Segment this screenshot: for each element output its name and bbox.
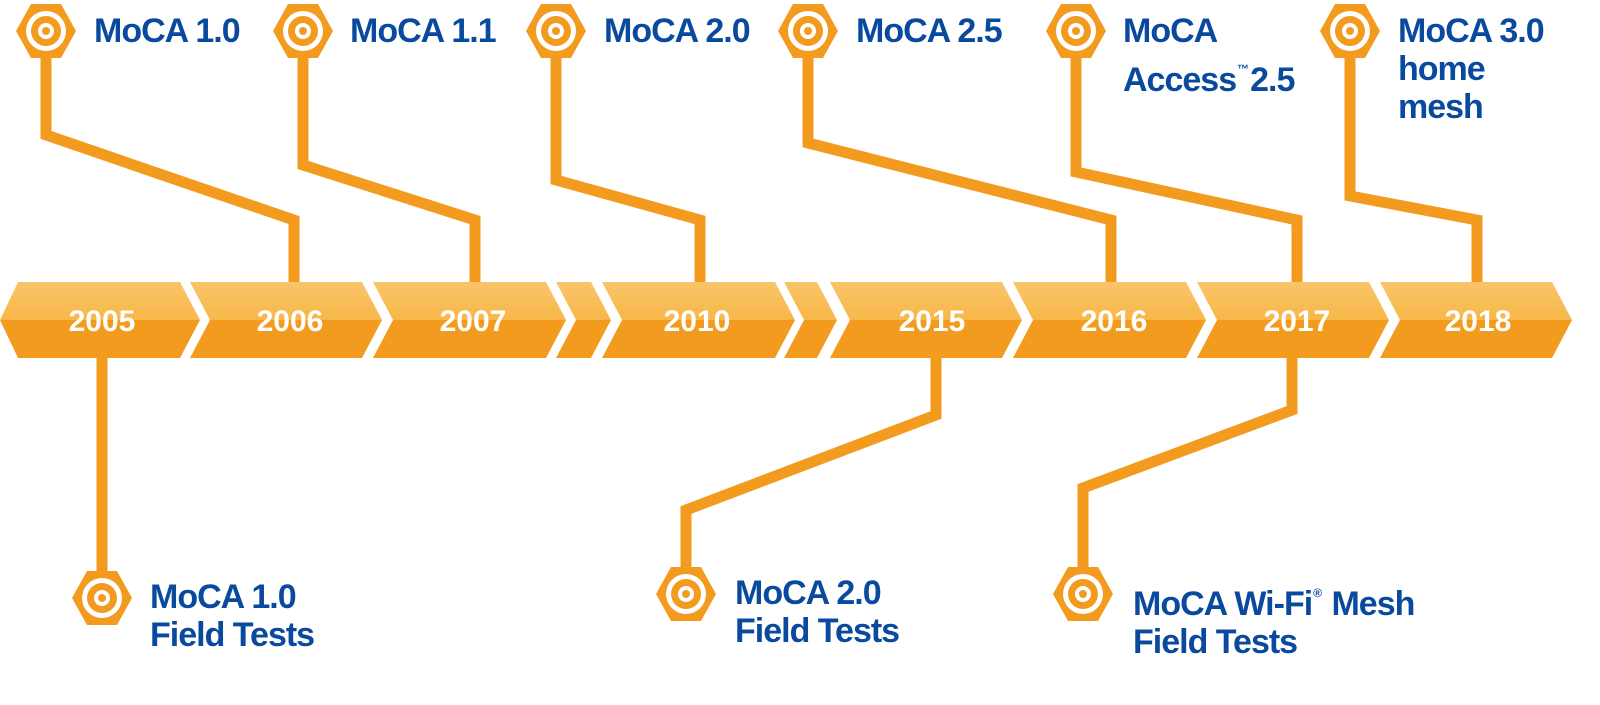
event-moca-1-0-field-tests: MoCA 1.0 Field Tests <box>150 578 315 654</box>
registered-symbol: ® <box>1313 586 1323 600</box>
event-moca-2-5: MoCA 2.5 <box>856 12 1003 50</box>
trademark-symbol: ™ <box>1237 62 1250 76</box>
year-label-2016: 2016 <box>1081 305 1148 338</box>
event-title-line-1: MoCA 2.0 <box>735 574 882 612</box>
connector-wifi-mesh-field-tests <box>1077 356 1298 570</box>
year-bar <box>0 282 1572 358</box>
year-label-2018: 2018 <box>1445 305 1512 338</box>
event-moca-access-2-5: MoCA Access™2.5 <box>1123 12 1295 99</box>
chevron-2016 <box>1013 282 1206 358</box>
event-title-line-2: Field Tests <box>1133 623 1298 661</box>
chevron-2005 <box>0 282 200 358</box>
hexagon-coax-connector-icon <box>1320 4 1380 58</box>
event-title-wifi: MoCA Wi-Fi <box>1133 585 1313 623</box>
year-label-2005: 2005 <box>69 305 136 338</box>
chevron-gap-1 <box>556 282 611 358</box>
hexagon-coax-connector-icon <box>778 4 838 58</box>
event-title-line-2: Field Tests <box>735 612 900 650</box>
year-label-2006: 2006 <box>257 305 324 338</box>
hexagon-coax-connector-icon <box>1053 567 1113 621</box>
event-title-access: Access <box>1123 61 1237 99</box>
chevron-2017 <box>1197 282 1389 358</box>
year-label-2015: 2015 <box>899 305 966 338</box>
chevron-2018 <box>1380 282 1572 358</box>
event-title-line-3: mesh <box>1398 88 1484 126</box>
year-label-2017: 2017 <box>1264 305 1331 338</box>
event-title-line-1: MoCA 1.0 <box>150 578 297 616</box>
year-label-2010: 2010 <box>664 305 731 338</box>
event-title: MoCA 2.5 <box>856 12 1003 50</box>
connector-moca-2-5 <box>802 55 1117 283</box>
event-moca-1-1: MoCA 1.1 <box>350 12 497 50</box>
year-labels: 2005 2006 2007 2010 2015 2016 2017 2018 <box>69 305 1512 338</box>
event-title-line-1: MoCA Wi-Fi® Mesh <box>1133 574 1415 623</box>
event-title-line-2: home <box>1398 50 1486 88</box>
event-title-line-1: MoCA 3.0 <box>1398 12 1545 50</box>
connector-moca-2-0-field-tests <box>680 356 942 570</box>
hexagon-coax-connector-icon <box>656 567 716 621</box>
event-moca-1-0: MoCA 1.0 <box>94 12 241 50</box>
chevron-2007 <box>373 282 566 358</box>
event-title-mesh: Mesh <box>1323 585 1415 623</box>
chevron-2010 <box>602 282 795 358</box>
connector-moca-1-0 <box>40 55 300 283</box>
event-moca-2-0: MoCA 2.0 <box>604 12 751 50</box>
chevron-gap-2 <box>784 282 837 358</box>
event-title: MoCA 1.1 <box>350 12 497 50</box>
hexagon-coax-connector-icon <box>16 4 76 58</box>
hexagon-coax-connector-icon <box>273 4 333 58</box>
event-title-line-2: Field Tests <box>150 616 315 654</box>
event-moca-wifi-mesh-field-tests: MoCA Wi-Fi® Mesh Field Tests <box>1133 574 1415 661</box>
hexagon-coax-connector-icon <box>72 571 132 625</box>
event-title-line-1: MoCA <box>1123 12 1218 50</box>
event-moca-2-0-field-tests: MoCA 2.0 Field Tests <box>735 574 900 650</box>
event-title-version: 2.5 <box>1250 61 1295 99</box>
event-title: MoCA 2.0 <box>604 12 751 50</box>
year-label-2007: 2007 <box>440 305 507 338</box>
connectors-top <box>40 55 1483 283</box>
connectors-bottom <box>96 356 1298 575</box>
hexagon-coax-connector-icon <box>526 4 586 58</box>
event-title-line-2: Access™2.5 <box>1123 50 1295 99</box>
chevron-2015 <box>830 282 1022 358</box>
chevron-2006 <box>190 282 382 358</box>
connector-moca-1-1 <box>297 55 481 283</box>
hexagon-coax-connector-icon <box>1046 4 1106 58</box>
event-moca-3-0-home-mesh: MoCA 3.0 home mesh <box>1398 12 1545 126</box>
connector-moca-3-0 <box>1344 55 1483 283</box>
connector-moca-2-0 <box>550 55 706 283</box>
connector-moca-access-2-5 <box>1070 55 1303 283</box>
event-title: MoCA 1.0 <box>94 12 241 50</box>
